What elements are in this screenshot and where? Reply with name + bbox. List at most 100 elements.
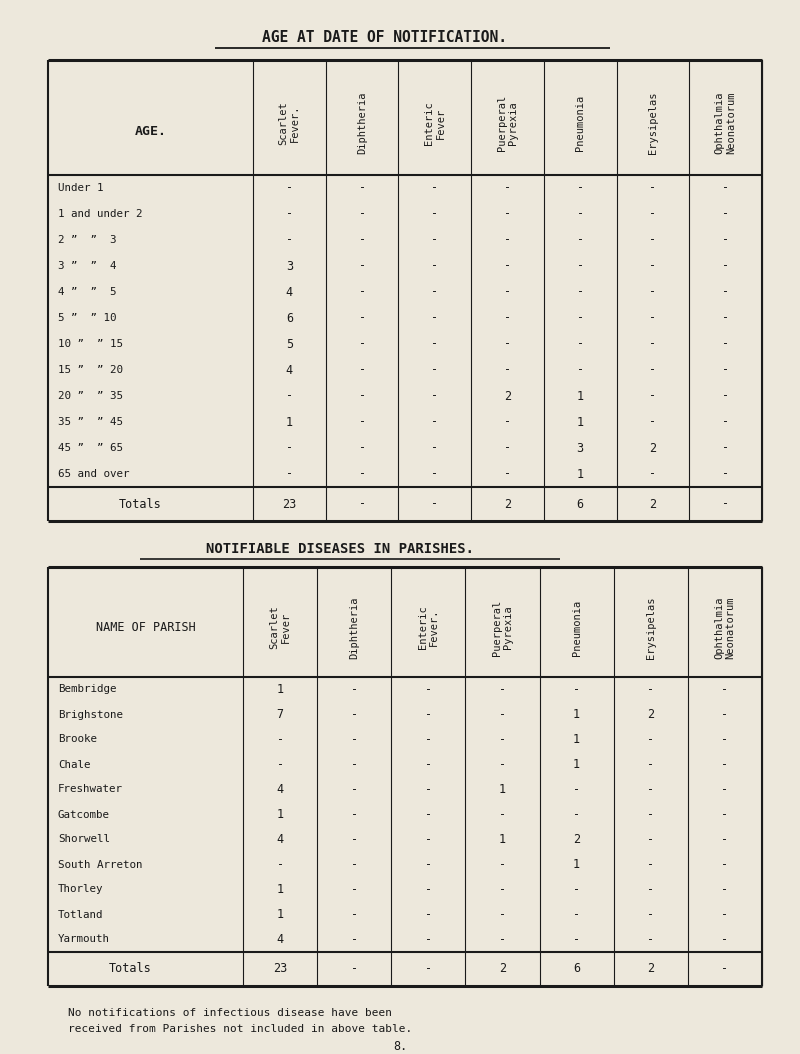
Text: No notifications of infectious disease have been: No notifications of infectious disease h… [68,1008,392,1018]
Text: -: - [722,234,730,247]
Text: -: - [647,783,654,796]
Text: -: - [499,758,506,770]
Text: Freshwater: Freshwater [58,784,123,795]
Text: Diphtheria: Diphtheria [350,597,359,659]
Text: -: - [499,708,506,721]
Text: -: - [425,783,432,796]
Text: Ophthalmia
Neonatorum: Ophthalmia Neonatorum [715,92,737,155]
Text: Ophthalmia
Neonatorum: Ophthalmia Neonatorum [714,597,736,659]
Text: -: - [722,468,730,481]
Text: -: - [431,208,438,220]
Text: -: - [350,962,358,976]
Text: -: - [350,758,358,770]
Text: -: - [277,733,284,746]
Text: -: - [504,468,511,481]
Text: -: - [504,415,511,429]
Text: -: - [650,181,657,195]
Text: Totals: Totals [109,962,151,976]
Text: 4: 4 [286,286,293,298]
Text: -: - [504,337,511,351]
Text: Thorley: Thorley [58,884,103,895]
Text: -: - [577,286,584,298]
Text: -: - [577,181,584,195]
Text: 15 ”  ” 20: 15 ” ” 20 [58,365,123,375]
Text: -: - [431,181,438,195]
Text: -: - [722,833,729,846]
Text: -: - [425,683,432,696]
Text: -: - [286,390,293,403]
Text: 1: 1 [573,733,580,746]
Text: Puerperal
Pyrexia: Puerperal Pyrexia [497,95,518,152]
Text: Puerperal
Pyrexia: Puerperal Pyrexia [492,600,514,656]
Text: 1 and under 2: 1 and under 2 [58,209,142,219]
Text: -: - [499,683,506,696]
Text: -: - [650,337,657,351]
Text: -: - [722,312,730,325]
Text: -: - [286,234,293,247]
Text: 2: 2 [650,497,657,510]
Text: -: - [722,933,729,946]
Text: -: - [722,390,730,403]
Text: -: - [286,181,293,195]
Text: 6: 6 [577,497,584,510]
Text: Pneumonia: Pneumonia [572,600,582,656]
Text: 2: 2 [504,497,511,510]
Text: -: - [504,442,511,454]
Text: -: - [647,733,654,746]
Text: -: - [425,758,432,770]
Text: -: - [425,962,432,976]
Text: Yarmouth: Yarmouth [58,935,110,944]
Text: -: - [425,708,432,721]
Text: -: - [650,286,657,298]
Text: -: - [504,312,511,325]
Text: -: - [573,883,580,896]
Text: -: - [431,312,438,325]
Text: -: - [358,337,366,351]
Text: -: - [722,733,729,746]
Text: 3 ”  ”  4: 3 ” ” 4 [58,261,117,271]
Text: NAME OF PARISH: NAME OF PARISH [96,621,195,635]
Text: -: - [577,364,584,376]
Text: -: - [350,833,358,846]
Text: -: - [286,208,293,220]
Text: 4: 4 [277,933,284,946]
Text: -: - [425,833,432,846]
Text: -: - [647,907,654,921]
Text: -: - [650,234,657,247]
Text: -: - [350,683,358,696]
Text: -: - [573,683,580,696]
Text: -: - [650,390,657,403]
Text: Erysipelas: Erysipelas [646,597,656,659]
Text: -: - [350,708,358,721]
Text: -: - [425,883,432,896]
Text: Enteric
Fever: Enteric Fever [424,101,446,145]
Text: -: - [499,808,506,821]
Text: 1: 1 [277,683,284,696]
Text: -: - [358,364,366,376]
Text: -: - [425,907,432,921]
Text: -: - [350,907,358,921]
Text: -: - [647,833,654,846]
Text: 1: 1 [573,858,580,871]
Text: -: - [577,312,584,325]
Text: -: - [358,497,366,510]
Text: -: - [358,286,366,298]
Text: -: - [425,858,432,871]
Text: 6: 6 [286,312,293,325]
Text: -: - [431,259,438,273]
Text: -: - [499,733,506,746]
Text: received from Parishes not included in above table.: received from Parishes not included in a… [68,1024,412,1034]
Text: Pneumonia: Pneumonia [575,95,586,152]
Text: Gatcombe: Gatcombe [58,809,110,820]
Text: 23: 23 [273,962,287,976]
Text: 1: 1 [277,808,284,821]
Text: 5 ”  ” 10: 5 ” ” 10 [58,313,117,323]
Text: -: - [722,364,730,376]
Text: 1: 1 [286,415,293,429]
Text: -: - [425,933,432,946]
Text: -: - [722,286,730,298]
Text: -: - [431,337,438,351]
Text: -: - [650,208,657,220]
Text: -: - [722,858,729,871]
Text: -: - [358,208,366,220]
